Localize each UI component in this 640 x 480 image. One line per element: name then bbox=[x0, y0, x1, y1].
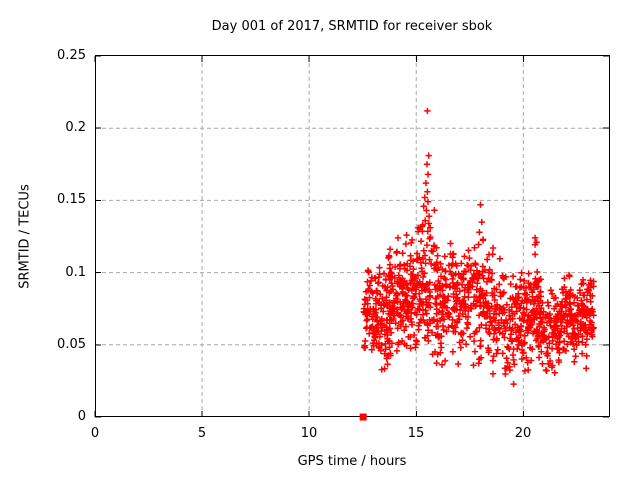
x-tick-label: 15 bbox=[407, 426, 425, 441]
chart-title: Day 001 of 2017, SRMTID for receiver sbo… bbox=[211, 19, 493, 34]
plot-border bbox=[95, 55, 610, 417]
baseline-point-marker bbox=[359, 413, 367, 421]
x-tick-label: 5 bbox=[197, 426, 207, 441]
y-tick-label: 0.25 bbox=[57, 48, 86, 63]
x-axis-label: GPS time / hours bbox=[297, 454, 407, 469]
y-tick-label: 0 bbox=[77, 409, 86, 424]
x-tick-label: 20 bbox=[514, 426, 532, 441]
x-tick-label: 10 bbox=[300, 426, 318, 441]
y-tick-label: 0.1 bbox=[65, 265, 86, 280]
y-tick-label: 0.2 bbox=[65, 120, 86, 135]
scatter-points bbox=[360, 107, 597, 388]
y-tick-label: 0.05 bbox=[57, 337, 86, 352]
y-tick-label: 0.15 bbox=[57, 192, 86, 207]
x-tick-label: 0 bbox=[90, 426, 100, 441]
